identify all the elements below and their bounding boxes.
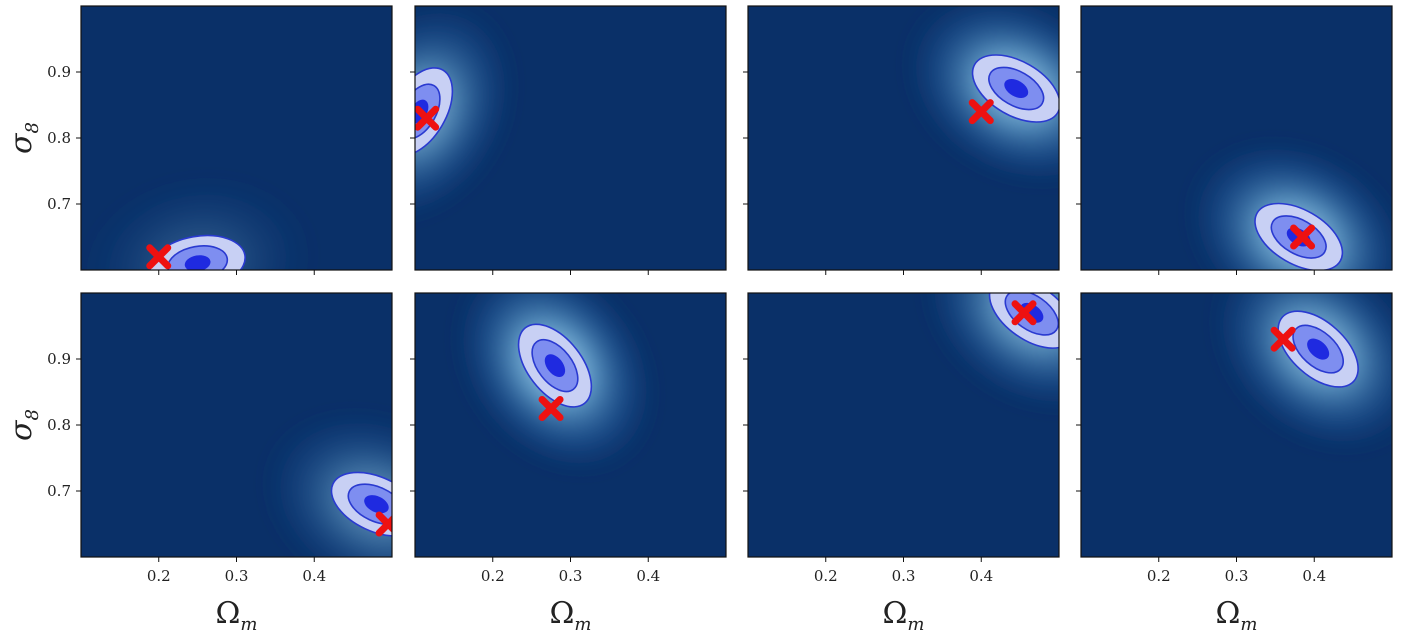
contour-inner: [184, 255, 211, 270]
y-tick-label: 0.9: [47, 63, 71, 81]
true-value-marker: [375, 511, 392, 537]
panel-row2-col2: 0.2 0.3 0.4 Ωm: [410, 292, 727, 635]
contour-inner: [364, 495, 389, 514]
panel-row2-col3: 0.2 0.3 0.4 Ωm: [743, 292, 1060, 635]
contour-inner: [544, 354, 566, 377]
x-tick-label: 0.4: [969, 567, 993, 585]
panel-row1-col4: [1076, 5, 1393, 275]
true-value-marker: [538, 396, 564, 421]
x-tick-label: 0.4: [302, 567, 326, 585]
x-tick-label: 0.2: [147, 567, 171, 585]
x-axis-label: Ωm: [216, 596, 258, 635]
y-tick-label: 0.7: [47, 195, 71, 213]
x-tick-label: 0.3: [1225, 567, 1249, 585]
y-axis-label: σ8: [4, 122, 43, 154]
contour-inner: [1307, 338, 1330, 360]
x-axis-label: Ωm: [883, 596, 925, 635]
true-value-marker: [415, 105, 440, 131]
x-tick-label: 0.2: [814, 567, 838, 585]
true-value-marker: [146, 244, 172, 270]
panel-row2-col4: 0.2 0.3 0.4 Ωm: [1076, 292, 1393, 635]
x-tick-label: 0.4: [636, 567, 660, 585]
y-tick-label: 0.8: [47, 416, 71, 434]
x-axis-label: Ωm: [1216, 596, 1258, 635]
y-tick-label: 0.7: [47, 482, 71, 500]
x-tick-label: 0.3: [892, 567, 916, 585]
true-value-marker: [1290, 224, 1316, 250]
x-tick-label: 0.3: [559, 567, 583, 585]
panel-row1-col2: [410, 5, 727, 275]
y-tick-label: 0.9: [47, 350, 71, 368]
y-axis-label: σ8: [4, 409, 43, 441]
x-tick-label: 0.2: [1147, 567, 1171, 585]
true-value-marker: [1011, 300, 1037, 326]
true-value-marker: [1270, 326, 1296, 352]
panel-row2-col1: 0.7 0.8 0.9 0.2 0.3 0.4 σ8 Ωm: [4, 292, 393, 635]
x-tick-label: 0.3: [225, 567, 249, 585]
contour-inner: [1004, 79, 1029, 98]
x-axis-label: Ωm: [550, 596, 592, 635]
y-tick-label: 0.8: [47, 129, 71, 147]
x-tick-label: 0.4: [1302, 567, 1326, 585]
panel-row1-col1: 0.7 0.8 0.9 σ8: [4, 5, 393, 275]
true-value-marker: [968, 99, 994, 125]
panel-row1-col3: [743, 5, 1060, 275]
x-tick-label: 0.2: [481, 567, 505, 585]
